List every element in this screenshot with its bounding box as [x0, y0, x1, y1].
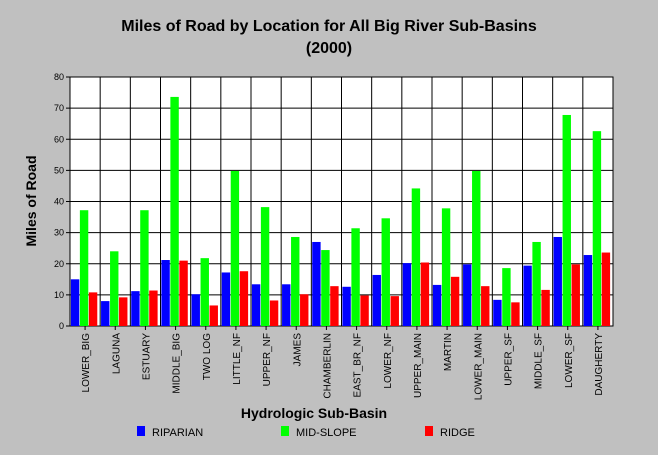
legend-swatch-riparian: [137, 426, 145, 436]
bar-mid-slope-middle-big: [170, 96, 179, 326]
x-category-label: MIDDLE_SF: [534, 333, 545, 389]
bar-riparian-james: [282, 284, 291, 326]
bar-riparian-upper-sf: [493, 299, 502, 326]
legend-label-riparian: RIPARIAN: [152, 427, 203, 439]
bar-mid-slope-laguna: [110, 251, 119, 326]
bar-ridge-little-nf: [239, 271, 249, 326]
bar-riparian-little-nf: [221, 272, 231, 326]
y-axis-title: Miles of Road: [23, 155, 39, 246]
x-category-label: ESTUARY: [141, 333, 152, 380]
legend-label-mid-slope: MID-SLOPE: [296, 427, 357, 439]
bar-riparian-lower-big: [70, 279, 80, 326]
x-axis-labels: LOWER_BIG LAGUNA ESTUARY MIDDLE_BIG TWO LOG L…: [81, 326, 605, 400]
x-category-label: EAST_BR_NF: [353, 333, 364, 397]
bar-ridge-laguna: [119, 297, 128, 326]
bar-riparian-daugherty: [583, 255, 593, 326]
x-category-label: LOWER_NF: [383, 333, 394, 389]
bar-riparian-lower-sf: [553, 236, 562, 326]
bar-riparian-middle-big: [161, 260, 170, 326]
bar-ridge-lower-big: [88, 292, 98, 326]
bar-mid-slope-martin: [441, 208, 451, 326]
x-category-label: JAMES: [292, 333, 303, 367]
bar-ridge-daugherty: [601, 252, 611, 326]
legend-label-ridge: RIDGE: [440, 427, 475, 439]
bar-mid-slope-lower-nf: [381, 218, 390, 326]
bar-ridge-james: [300, 294, 309, 326]
bar-ridge-upper-sf: [511, 302, 520, 326]
x-category-label: CHAMBERLIN: [322, 333, 333, 399]
grid-lines: [70, 77, 613, 326]
y-tick-label: 0: [59, 321, 64, 331]
bar-riparian-estuary: [131, 291, 140, 326]
bar-mid-slope-east-br-nf: [351, 228, 360, 326]
x-category-label: DAUGHERTY: [594, 333, 605, 396]
bar-riparian-laguna: [101, 301, 110, 326]
bar-ridge-martin: [450, 276, 460, 326]
bar-ridge-lower-sf: [571, 264, 580, 326]
y-tick-label: 40: [54, 197, 64, 207]
y-tick-label: 60: [54, 134, 64, 144]
y-tick-label: 10: [54, 290, 64, 300]
bar-mid-slope-lower-big: [79, 210, 89, 326]
bar-mid-slope-middle-sf: [532, 241, 541, 326]
bar-ridge-lower-nf: [390, 296, 399, 326]
bar-ridge-upper-main: [420, 262, 430, 326]
bar-mid-slope-james: [291, 236, 300, 326]
y-tick-label: 80: [54, 72, 64, 82]
bar-mid-slope-lower-main: [472, 170, 481, 326]
x-category-label: TWO LOG: [202, 333, 213, 380]
bar-ridge-chamberlin: [330, 286, 339, 326]
bar-mid-slope-upper-sf: [502, 268, 511, 326]
x-category-label: LOWER_MAIN: [473, 333, 484, 400]
bar-mid-slope-chamberlin: [321, 250, 330, 326]
y-tick-label: 30: [54, 228, 64, 238]
x-category-label: UPPER_NF: [262, 333, 273, 386]
bar-riparian-middle-sf: [523, 265, 532, 326]
x-category-label: LOWER_SF: [564, 333, 575, 388]
bar-riparian-lower-main: [463, 264, 472, 326]
bar-mid-slope-two-log: [200, 258, 209, 326]
bar-riparian-upper-nf: [251, 284, 261, 326]
bar-riparian-upper-main: [402, 263, 412, 326]
x-category-label: MARTIN: [443, 333, 454, 371]
x-category-label: LOWER_BIG: [81, 333, 92, 393]
bar-riparian-martin: [432, 284, 442, 326]
bar-ridge-two-log: [209, 305, 218, 326]
x-category-label: LAGUNA: [111, 333, 122, 374]
bar-mid-slope-lower-sf: [562, 114, 571, 326]
bar-riparian-chamberlin: [312, 241, 321, 326]
x-category-label: UPPER_SF: [503, 333, 514, 386]
bar-ridge-middle-big: [179, 260, 188, 326]
y-axis-ticks: 0 10 20 30 40 50 60 70 80: [54, 72, 70, 331]
x-category-label: LITTLE_NF: [232, 333, 243, 385]
bars: [70, 96, 611, 326]
bar-mid-slope-upper-nf: [260, 207, 270, 326]
legend: RIPARIAN MID-SLOPE RIDGE: [137, 426, 475, 439]
chart-title: Miles of Road by Location for All Big Ri…: [121, 18, 537, 35]
x-category-label: MIDDLE_BIG: [172, 333, 183, 394]
bar-mid-slope-little-nf: [230, 170, 240, 326]
legend-swatch-mid-slope: [281, 426, 289, 436]
chart-subtitle: (2000): [306, 40, 352, 57]
x-axis-title: Hydrologic Sub-Basin: [241, 405, 387, 421]
bar-mid-slope-daugherty: [592, 131, 602, 326]
bar-mid-slope-estuary: [140, 210, 149, 326]
bar-ridge-estuary: [149, 290, 158, 326]
y-tick-label: 50: [54, 165, 64, 175]
y-tick-label: 70: [54, 103, 64, 113]
bar-ridge-upper-nf: [269, 300, 279, 326]
bar-riparian-east-br-nf: [342, 286, 351, 326]
y-tick-label: 20: [54, 259, 64, 269]
bar-riparian-lower-nf: [372, 274, 381, 326]
bar-ridge-east-br-nf: [360, 295, 369, 326]
x-category-label: UPPER_MAIN: [413, 333, 424, 398]
bar-ridge-lower-main: [481, 286, 490, 326]
bar-riparian-two-log: [191, 294, 200, 326]
bar-mid-slope-upper-main: [411, 188, 421, 326]
bar-ridge-middle-sf: [541, 289, 550, 326]
legend-swatch-ridge: [425, 426, 433, 436]
